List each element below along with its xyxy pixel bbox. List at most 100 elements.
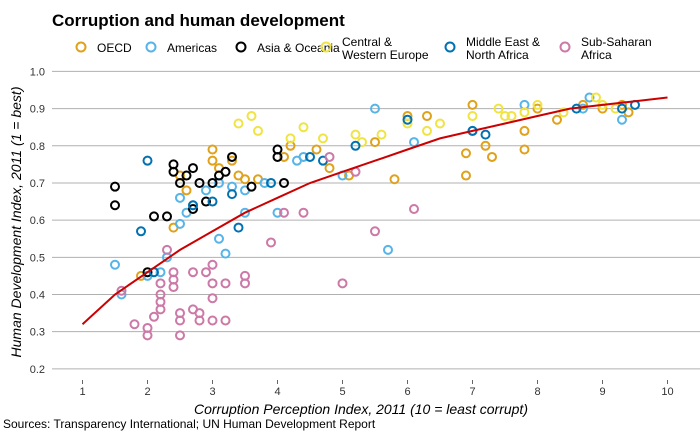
data-point [610, 103, 621, 114]
data-point [188, 163, 198, 174]
data-point [279, 177, 289, 188]
data-point [110, 259, 120, 270]
data-point [207, 259, 218, 270]
data-point [201, 185, 211, 196]
data-point [240, 270, 250, 281]
data-point [142, 267, 153, 278]
data-point [422, 125, 432, 136]
data-point [162, 211, 172, 222]
data-point [207, 177, 218, 188]
data-point [435, 118, 445, 129]
y-tick-label: 0.3 [30, 327, 45, 339]
grid-lines [52, 70, 700, 370]
data-point [129, 319, 140, 330]
data-point [266, 237, 276, 248]
data-point [142, 155, 153, 166]
data-point [389, 174, 400, 185]
data-point [207, 315, 218, 326]
data-point [207, 278, 218, 289]
data-point [201, 267, 211, 278]
data-point [188, 267, 198, 278]
data-point [227, 151, 237, 162]
data-point [402, 114, 413, 125]
data-point [324, 151, 335, 162]
data-point [272, 151, 283, 162]
y-axis-title: Human Development Index, 2011 (1 = best) [8, 87, 24, 358]
data-point [376, 129, 387, 140]
legend-label: Central & Western Europe [342, 35, 429, 62]
data-point [519, 107, 530, 118]
data-point [168, 159, 179, 170]
legend-marker [444, 41, 456, 53]
data-point [337, 278, 348, 289]
data-point [155, 278, 166, 289]
data-point [181, 185, 192, 196]
data-point [194, 177, 205, 188]
data-point [207, 144, 218, 155]
y-tick-label: 0.6 [30, 215, 45, 227]
data-point [591, 92, 601, 103]
legend-label: Middle East & North Africa [466, 35, 540, 62]
data-point [305, 151, 315, 162]
data-point [220, 278, 231, 289]
data-point [233, 118, 244, 129]
y-tick-label: 1.0 [30, 66, 45, 78]
data-point [233, 222, 244, 233]
data-point [461, 170, 471, 181]
data-point [422, 111, 432, 122]
data-point [194, 308, 205, 319]
data-point [207, 196, 218, 207]
data-point [246, 111, 257, 122]
y-tick-label: 0.8 [30, 141, 45, 153]
data-point [409, 203, 419, 214]
data-point [480, 140, 491, 151]
data-point [155, 289, 166, 300]
data-points [110, 92, 640, 341]
data-point [467, 99, 478, 110]
y-tick-label: 0.5 [30, 252, 45, 264]
data-point [246, 181, 257, 192]
data-point [142, 322, 153, 333]
data-point [175, 177, 185, 188]
source-note: Sources: Transparency International; UN … [3, 417, 376, 431]
data-point [552, 114, 562, 125]
data-point [220, 315, 231, 326]
data-point [383, 244, 393, 255]
data-point [266, 177, 276, 188]
legend-label: Americas [167, 41, 217, 55]
data-point [136, 226, 146, 237]
data-point [617, 114, 627, 125]
x-tick-label: 4 [274, 386, 280, 398]
data-point [584, 92, 595, 103]
legend-label: Asia & Oceania [257, 41, 340, 55]
y-axis-ticks: 0.2 0.3 0.4 0.5 0.6 0.7 0.8 0.9 1.0 [30, 66, 45, 375]
x-tick-label: 5 [339, 386, 345, 398]
data-point [324, 163, 335, 174]
x-tick-label: 3 [209, 386, 215, 398]
data-point [201, 196, 211, 207]
data-point [298, 207, 309, 218]
data-point [402, 118, 413, 129]
data-point [370, 226, 380, 237]
data-point [467, 111, 478, 122]
data-point [500, 111, 510, 122]
x-axis-ticks: 1 2 3 4 5 6 7 8 9 10 [79, 380, 674, 398]
data-point [207, 155, 218, 166]
data-point [532, 99, 543, 110]
data-point [207, 293, 218, 304]
data-point [240, 174, 250, 185]
chart-title: Corruption and human development [52, 11, 345, 30]
x-tick-label: 1 [79, 386, 85, 398]
data-point [116, 285, 127, 296]
data-point [311, 144, 322, 155]
data-point [227, 155, 237, 166]
legend-marker [559, 41, 571, 53]
legend-label: Sub-Saharan Africa [581, 35, 652, 62]
data-point [298, 151, 309, 162]
data-point [578, 103, 588, 114]
data-point [493, 103, 504, 114]
data-point [175, 192, 185, 203]
data-point [149, 211, 159, 222]
data-point [409, 137, 419, 148]
